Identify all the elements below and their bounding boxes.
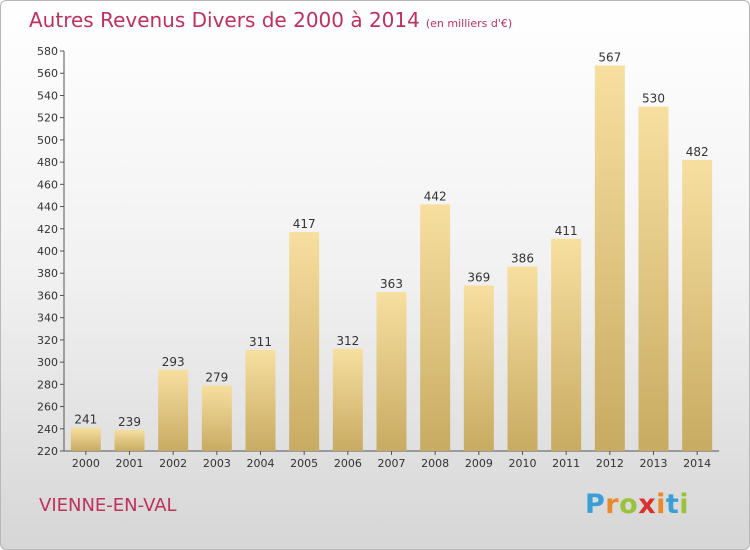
x-tick-label: 2008 <box>421 457 449 470</box>
x-tick-label: 2004 <box>247 457 275 470</box>
x-tick-label: 2011 <box>552 457 580 470</box>
y-tick-label: 380 <box>37 267 58 280</box>
y-tick-label: 280 <box>37 378 58 391</box>
data-label: 482 <box>686 145 709 159</box>
y-tick-label: 220 <box>37 445 58 458</box>
bar <box>289 232 320 451</box>
data-label: 279 <box>205 370 228 384</box>
x-tick-label: 2001 <box>116 457 144 470</box>
bar <box>638 106 669 452</box>
y-tick-label: 560 <box>37 67 58 80</box>
x-tick-label: 2014 <box>683 457 711 470</box>
x-tick-label: 2006 <box>334 457 362 470</box>
data-label: 363 <box>380 277 403 291</box>
x-tick-label: 2012 <box>596 457 624 470</box>
y-tick-label: 540 <box>37 89 58 102</box>
y-tick-label: 460 <box>37 178 58 191</box>
data-label: 417 <box>293 217 316 231</box>
bar <box>376 292 407 451</box>
x-tick-label: 2000 <box>72 457 100 470</box>
data-label: 311 <box>249 335 272 349</box>
bar <box>594 65 625 451</box>
proxiti-logo: Proxiti <box>585 489 689 520</box>
bar <box>507 266 538 451</box>
data-label: 241 <box>74 413 97 427</box>
x-tick-label: 2003 <box>203 457 231 470</box>
bar <box>245 349 276 451</box>
y-tick-label: 300 <box>37 356 58 369</box>
bar <box>158 369 189 451</box>
y-tick-label: 240 <box>37 423 58 436</box>
data-label: 312 <box>336 334 359 348</box>
data-label: 530 <box>642 92 665 106</box>
x-tick-label: 2010 <box>509 457 537 470</box>
bar <box>201 385 232 451</box>
x-tick-label: 2009 <box>465 457 493 470</box>
data-label: 567 <box>598 50 621 64</box>
bar <box>332 348 363 451</box>
data-label: 386 <box>511 252 534 266</box>
title-text: Autres Revenus Divers de 2000 à 2014 <box>29 8 420 32</box>
logo-letter: i <box>679 489 690 520</box>
y-tick-label: 580 <box>37 45 58 58</box>
city-name: VIENNE-EN-VAL <box>39 495 177 516</box>
y-tick-label: 420 <box>37 223 58 236</box>
bar <box>463 285 494 451</box>
logo-letter: i <box>656 489 666 520</box>
logo-letter: t <box>665 489 680 520</box>
y-tick-label: 440 <box>37 201 58 214</box>
logo-letter: o <box>619 489 639 520</box>
y-tick-label: 320 <box>37 334 58 347</box>
bar <box>551 238 582 451</box>
y-tick-label: 360 <box>37 289 58 302</box>
data-label: 293 <box>162 355 185 369</box>
bar <box>70 427 101 451</box>
y-tick-label: 340 <box>37 312 58 325</box>
bar <box>114 429 145 451</box>
logo-letter: x <box>638 489 657 520</box>
y-tick-label: 520 <box>37 112 58 125</box>
x-tick-label: 2002 <box>159 457 187 470</box>
x-tick-label: 2007 <box>378 457 406 470</box>
x-tick-label: 2005 <box>290 457 318 470</box>
logo-letter: r <box>605 489 620 520</box>
logo-letter: P <box>585 489 606 520</box>
data-label: 442 <box>424 189 447 203</box>
x-tick-label: 2013 <box>640 457 668 470</box>
y-tick-label: 400 <box>37 245 58 258</box>
data-label: 411 <box>555 224 578 238</box>
bar <box>682 159 713 451</box>
y-tick-label: 480 <box>37 156 58 169</box>
chart-title: Autres Revenus Divers de 2000 à 2014 (en … <box>29 8 512 32</box>
data-label: 239 <box>118 415 141 429</box>
data-label: 369 <box>467 270 490 284</box>
bar <box>420 204 451 451</box>
y-tick-label: 260 <box>37 401 58 414</box>
y-tick-label: 500 <box>37 134 58 147</box>
chart-subtitle: (en milliers d'€) <box>425 17 513 30</box>
